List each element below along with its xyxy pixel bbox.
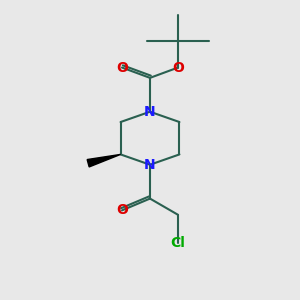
Text: N: N (144, 105, 156, 119)
Text: N: N (144, 158, 156, 172)
Text: Cl: Cl (170, 236, 185, 250)
Text: O: O (116, 203, 128, 218)
Text: O: O (172, 61, 184, 75)
Polygon shape (87, 154, 121, 167)
Text: O: O (116, 61, 128, 75)
